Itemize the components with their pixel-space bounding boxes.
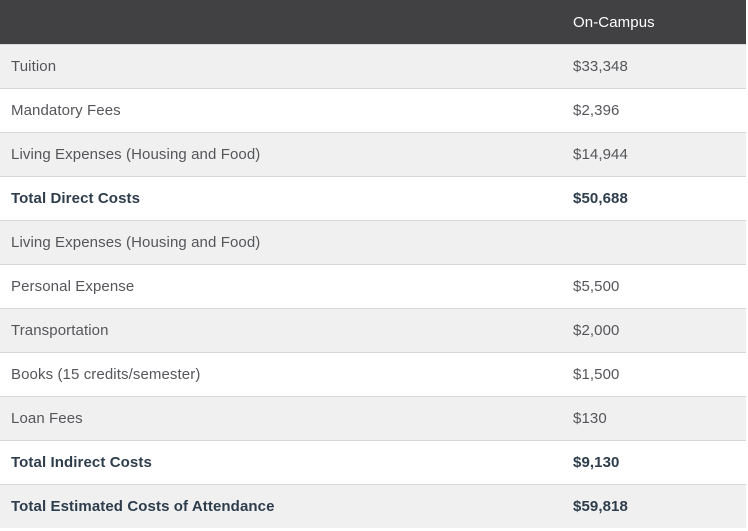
- row-value: $9,130: [562, 440, 746, 485]
- table-row: Total Estimated Costs of Attendance $59,…: [0, 484, 746, 528]
- table-row: Transportation $2,000: [0, 308, 746, 353]
- row-label: Tuition: [0, 44, 562, 89]
- header-on-campus-column: On-Campus: [562, 0, 746, 45]
- row-value: $33,348: [562, 44, 746, 89]
- row-value: $2,000: [562, 308, 746, 353]
- row-label: Transportation: [0, 308, 562, 353]
- table-row: Total Indirect Costs $9,130: [0, 440, 746, 485]
- table-row: Total Direct Costs $50,688: [0, 176, 746, 221]
- table-row: Living Expenses (Housing and Food) $14,9…: [0, 132, 746, 177]
- row-label: Living Expenses (Housing and Food): [0, 220, 562, 265]
- row-label: Total Direct Costs: [0, 176, 562, 221]
- table-row: Living Expenses (Housing and Food): [0, 220, 746, 265]
- row-label: Books (15 credits/semester): [0, 352, 562, 397]
- row-value: [562, 220, 746, 265]
- row-value: $1,500: [562, 352, 746, 397]
- table-row: Mandatory Fees $2,396: [0, 88, 746, 133]
- table-row: Books (15 credits/semester) $1,500: [0, 352, 746, 397]
- row-value: $5,500: [562, 264, 746, 309]
- table-header-row: On-Campus: [0, 0, 746, 45]
- row-label: Total Estimated Costs of Attendance: [0, 484, 562, 528]
- row-label: Total Indirect Costs: [0, 440, 562, 485]
- header-item-column: [0, 0, 562, 45]
- row-value: $59,818: [562, 484, 746, 528]
- row-value: $2,396: [562, 88, 746, 133]
- table-row: Tuition $33,348: [0, 44, 746, 89]
- row-value: $130: [562, 396, 746, 441]
- row-value: $50,688: [562, 176, 746, 221]
- table-row: Loan Fees $130: [0, 396, 746, 441]
- row-label: Mandatory Fees: [0, 88, 562, 133]
- table-row: Personal Expense $5,500: [0, 264, 746, 309]
- row-value: $14,944: [562, 132, 746, 177]
- cost-table-body: Tuition $33,348 Mandatory Fees $2,396 Li…: [0, 44, 746, 528]
- row-label: Loan Fees: [0, 396, 562, 441]
- row-label: Living Expenses (Housing and Food): [0, 132, 562, 177]
- row-label: Personal Expense: [0, 264, 562, 309]
